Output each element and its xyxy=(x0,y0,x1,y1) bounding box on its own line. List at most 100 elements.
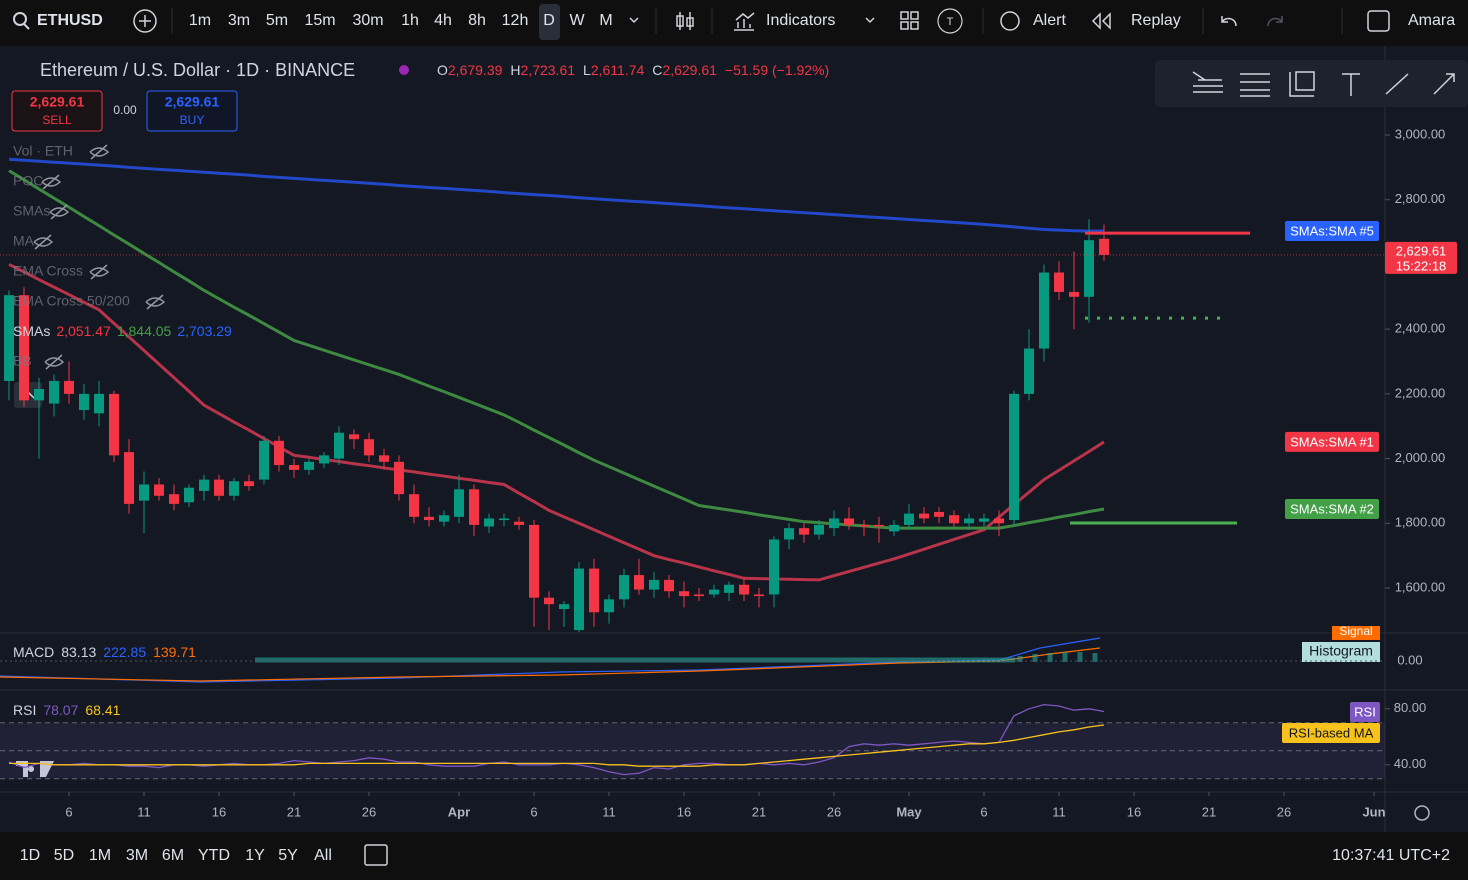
range-button[interactable]: 1Y xyxy=(245,847,265,864)
range-button[interactable]: 6M xyxy=(162,847,184,864)
candle-body xyxy=(694,594,704,597)
interval-button[interactable]: 1m xyxy=(189,12,211,29)
macd-legend: MACD 83.13 222.85 139.71 xyxy=(13,644,196,660)
interval-button[interactable]: 3m xyxy=(228,12,250,29)
chevron-icon[interactable] xyxy=(865,17,875,24)
rsi-value: 78.07 xyxy=(43,702,78,718)
symbol-title: Ethereum / U.S. Dollar · 1D · BINANCE xyxy=(40,60,355,80)
interval-button[interactable]: 15m xyxy=(304,12,335,29)
hidden-eye-icon[interactable] xyxy=(41,174,62,190)
layouts-icon[interactable] xyxy=(900,11,919,30)
buy-button[interactable] xyxy=(146,90,238,132)
interval-button[interactable]: D xyxy=(543,12,555,29)
last-price-label: 2,629.61 xyxy=(1396,243,1447,258)
clock[interactable]: 10:37:41 UTC+2 xyxy=(1332,847,1450,864)
chevron-icon[interactable] xyxy=(629,17,639,24)
candle-body xyxy=(409,494,419,517)
x-tick-label: 26 xyxy=(827,804,841,819)
range-button[interactable]: 1D xyxy=(20,847,40,864)
hidden-eye-icon[interactable] xyxy=(89,264,110,280)
range-button[interactable]: 3M xyxy=(126,847,148,864)
series-tag-label: RSI-based MA xyxy=(1289,725,1374,740)
histogram-tag-label: Histogram xyxy=(1309,643,1373,659)
alert-button[interactable]: Alert xyxy=(1033,12,1066,29)
symbol[interactable]: ETHUSD xyxy=(37,12,103,29)
range-button[interactable]: YTD xyxy=(198,847,230,864)
candle-body xyxy=(709,589,719,595)
interval-button[interactable]: 12h xyxy=(502,12,529,29)
hidden-eye-icon[interactable] xyxy=(44,354,65,370)
drawing-tools[interactable] xyxy=(1192,71,1455,97)
x-tick-label: 26 xyxy=(1277,804,1291,819)
undo-icon[interactable] xyxy=(1221,16,1237,27)
hidden-eye-icon[interactable] xyxy=(49,204,70,220)
interval-button[interactable]: 1h xyxy=(401,12,419,29)
candle-body xyxy=(124,452,134,504)
candle-body xyxy=(754,594,764,597)
indicators-button[interactable]: Indicators xyxy=(766,12,835,29)
user-name[interactable]: Amara xyxy=(1408,12,1455,29)
legend-item[interactable]: MA xyxy=(13,233,35,249)
range-button[interactable]: 5Y xyxy=(278,847,298,864)
ohlc-values: O2,679.39 H2,723.61 L2,611.74 C2,629.61 −51.… xyxy=(437,62,829,78)
indicators-icon[interactable] xyxy=(734,12,755,31)
replay-icon[interactable] xyxy=(1091,12,1111,30)
legend-item[interactable]: BB xyxy=(13,353,32,369)
candle-body xyxy=(874,524,884,527)
series-tag xyxy=(1285,431,1379,452)
sma-legend[interactable]: SMAs 2,051.47 1,844.05 2,703.29 xyxy=(13,323,232,339)
last-price-tag xyxy=(1385,241,1457,274)
search-icon[interactable] xyxy=(13,12,27,26)
candle-body xyxy=(1069,291,1079,297)
interval-button[interactable]: 4h xyxy=(434,12,452,29)
redo-icon[interactable] xyxy=(1267,16,1283,27)
settings-icon[interactable] xyxy=(1414,805,1430,821)
interval-button[interactable]: 5m xyxy=(266,12,288,29)
candle-body xyxy=(634,575,644,590)
candle-body xyxy=(139,484,149,501)
candle-body xyxy=(424,516,434,521)
series-tag xyxy=(1282,723,1380,743)
sma-legend-name: SMAs xyxy=(13,323,50,339)
series-tag-label: RSI xyxy=(1354,704,1376,719)
replay-button[interactable]: Replay xyxy=(1131,12,1181,29)
range-button[interactable]: 5D xyxy=(54,847,74,864)
interval-button[interactable]: 8h xyxy=(468,12,486,29)
alert-icon[interactable] xyxy=(1000,11,1020,31)
macd-value: 222.85 xyxy=(103,644,146,660)
candle-body xyxy=(199,479,209,491)
legend-item[interactable]: Vol · ETH xyxy=(13,143,73,159)
interval-button[interactable]: 30m xyxy=(352,12,383,29)
interval-button[interactable]: M xyxy=(599,12,612,29)
hidden-eye-icon[interactable] xyxy=(33,234,54,250)
hidden-eye-icon[interactable] xyxy=(89,144,110,160)
candle-body xyxy=(544,597,554,605)
legend-item[interactable]: EMA Cross 50/200 xyxy=(13,293,130,309)
templates-icon[interactable] xyxy=(937,8,963,34)
range-button[interactable]: 1M xyxy=(89,847,111,864)
add-symbol-button[interactable] xyxy=(133,9,157,33)
candle-body xyxy=(484,518,494,527)
chart-layer xyxy=(0,157,1385,780)
x-tick-label: 16 xyxy=(1127,804,1141,819)
sell-button[interactable] xyxy=(11,90,103,132)
price-pane xyxy=(4,157,1250,632)
legend-item[interactable]: POC xyxy=(13,173,43,189)
range-button[interactable]: All xyxy=(314,847,332,864)
toolbar-separators xyxy=(171,8,1343,34)
interval-button[interactable]: W xyxy=(569,12,585,29)
hidden-eye-icon[interactable] xyxy=(145,294,166,310)
legend-item[interactable]: SMAs xyxy=(13,203,50,219)
candle-body xyxy=(214,479,224,496)
candle-body xyxy=(979,518,989,522)
candle-body xyxy=(109,393,119,456)
legend-item[interactable]: EMA Cross xyxy=(13,263,83,279)
macd-value: 83.13 xyxy=(61,644,96,660)
candles-icon[interactable] xyxy=(676,12,694,30)
fullscreen-button[interactable] xyxy=(1367,10,1390,32)
rsi-line xyxy=(9,724,1105,767)
chart-area xyxy=(0,46,1468,832)
date-range-icon[interactable] xyxy=(364,844,388,866)
ohlc-value: 2,679.39 xyxy=(448,62,503,78)
candle-body xyxy=(664,579,674,592)
